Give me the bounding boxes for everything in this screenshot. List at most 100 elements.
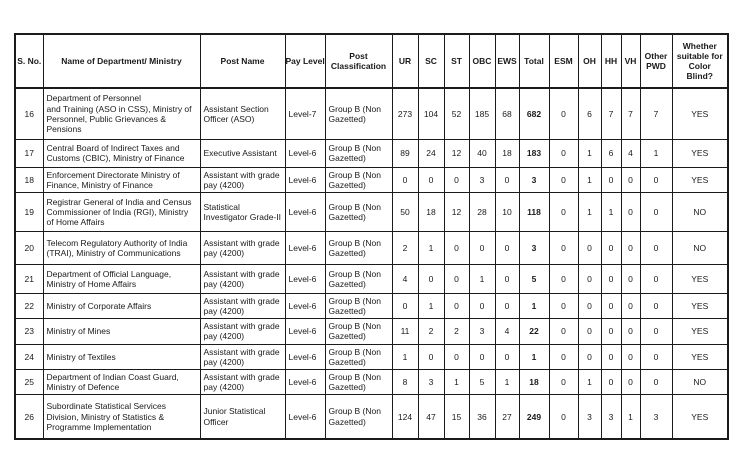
cell-serial-number: 23 <box>14 318 44 345</box>
table-body: 16 Department of Personnel and Training … <box>14 87 729 440</box>
cell-post-name: Assistant with grade pay (4200) <box>199 166 286 193</box>
cell-ews: 1 <box>494 368 520 396</box>
cell-sc: 47 <box>417 394 445 440</box>
cell-oh: 3 <box>577 394 602 440</box>
table-row: 20 Telecom Regulatory Authority of India… <box>14 230 729 265</box>
cell-post-classification: Group B (Non Gazetted) <box>324 166 393 193</box>
cell-st: 15 <box>443 394 470 440</box>
cell-post-name: Assistant Section Officer (ASO) <box>199 87 286 140</box>
cell-post-classification: Group B (Non Gazetted) <box>324 138 393 168</box>
table-row: 18 Enforcement Directorate Ministry of F… <box>14 166 729 193</box>
cell-total: 5 <box>518 263 550 294</box>
col-header-hh: HH <box>600 33 622 89</box>
col-header-esm: ESM <box>548 33 579 89</box>
cell-oh: 1 <box>577 138 602 168</box>
cell-total: 682 <box>518 87 550 140</box>
cell-post-name: Statistical Investigator Grade-II <box>199 191 286 232</box>
cell-vh: 0 <box>620 368 641 396</box>
cell-ur: 0 <box>391 292 419 320</box>
cell-other-pwd: 0 <box>639 230 673 265</box>
cell-esm: 0 <box>548 368 579 396</box>
cell-pay-level: Level-6 <box>284 230 326 265</box>
cell-post-classification: Group B (Non Gazetted) <box>324 318 393 345</box>
cell-ministry: Ministry of Mines <box>42 318 201 345</box>
cell-sc: 2 <box>417 318 445 345</box>
cell-post-classification: Group B (Non Gazetted) <box>324 263 393 294</box>
cell-ministry: Department of Personnel and Training (AS… <box>42 87 201 140</box>
cell-serial-number: 22 <box>14 292 44 320</box>
cell-other-pwd: 0 <box>639 263 673 294</box>
cell-ews: 0 <box>494 230 520 265</box>
cell-esm: 0 <box>548 263 579 294</box>
cell-post-name: Junior Statistical Officer <box>199 394 286 440</box>
cell-hh: 0 <box>600 318 622 345</box>
cell-color-blind-suitability: YES <box>671 263 729 294</box>
cell-color-blind-suitability: YES <box>671 394 729 440</box>
cell-ur: 1 <box>391 343 419 371</box>
col-header-total: Total <box>518 33 550 89</box>
cell-ur: 2 <box>391 230 419 265</box>
col-header-ur: UR <box>391 33 419 89</box>
cell-esm: 0 <box>548 230 579 265</box>
cell-other-pwd: 0 <box>639 343 673 371</box>
cell-post-name: Assistant with grade pay (4200) <box>199 343 286 371</box>
col-header-sc: SC <box>417 33 445 89</box>
cell-oh: 0 <box>577 230 602 265</box>
cell-hh: 0 <box>600 343 622 371</box>
cell-oh: 0 <box>577 263 602 294</box>
cell-oh: 1 <box>577 191 602 232</box>
cell-total: 22 <box>518 318 550 345</box>
cell-ur: 50 <box>391 191 419 232</box>
cell-other-pwd: 0 <box>639 318 673 345</box>
cell-color-blind-suitability: NO <box>671 230 729 265</box>
cell-hh: 0 <box>600 368 622 396</box>
cell-st: 0 <box>443 263 470 294</box>
cell-ur: 0 <box>391 166 419 193</box>
cell-vh: 4 <box>620 138 641 168</box>
cell-hh: 0 <box>600 166 622 193</box>
cell-pay-level: Level-6 <box>284 263 326 294</box>
cell-serial-number: 25 <box>14 368 44 396</box>
cell-ews: 0 <box>494 166 520 193</box>
cell-vh: 0 <box>620 343 641 371</box>
cell-ministry: Ministry of Textiles <box>42 343 201 371</box>
cell-ews: 68 <box>494 87 520 140</box>
cell-hh: 6 <box>600 138 622 168</box>
cell-oh: 1 <box>577 166 602 193</box>
cell-esm: 0 <box>548 394 579 440</box>
cell-vh: 1 <box>620 394 641 440</box>
cell-total: 118 <box>518 191 550 232</box>
table-row: 19 Registrar General of India and Census… <box>14 191 729 232</box>
cell-obc: 0 <box>468 292 496 320</box>
table-row: 16 Department of Personnel and Training … <box>14 87 729 140</box>
cell-st: 0 <box>443 343 470 371</box>
table-row: 22 Ministry of Corporate Affairs Assista… <box>14 292 729 320</box>
cell-ur: 11 <box>391 318 419 345</box>
cell-obc: 40 <box>468 138 496 168</box>
cell-color-blind-suitability: YES <box>671 318 729 345</box>
cell-sc: 24 <box>417 138 445 168</box>
cell-ministry: Telecom Regulatory Authority of India (T… <box>42 230 201 265</box>
cell-obc: 1 <box>468 263 496 294</box>
col-header-post-classification: Post Classification <box>324 33 393 89</box>
cell-ur: 273 <box>391 87 419 140</box>
cell-serial-number: 26 <box>14 394 44 440</box>
cell-sc: 104 <box>417 87 445 140</box>
col-header-vh: VH <box>620 33 641 89</box>
cell-sc: 0 <box>417 263 445 294</box>
cell-esm: 0 <box>548 191 579 232</box>
table-row: 17 Central Board of Indirect Taxes and C… <box>14 138 729 168</box>
cell-esm: 0 <box>548 166 579 193</box>
cell-total: 3 <box>518 166 550 193</box>
cell-obc: 28 <box>468 191 496 232</box>
cell-serial-number: 20 <box>14 230 44 265</box>
col-header-oh: OH <box>577 33 602 89</box>
cell-obc: 0 <box>468 230 496 265</box>
table-row: 25 Department of Indian Coast Guard, Min… <box>14 368 729 396</box>
cell-ministry: Central Board of Indirect Taxes and Cust… <box>42 138 201 168</box>
table-row: 24 Ministry of Textiles Assistant with g… <box>14 343 729 371</box>
table-row: 21 Department of Official Language, Mini… <box>14 263 729 294</box>
cell-total: 1 <box>518 343 550 371</box>
cell-st: 52 <box>443 87 470 140</box>
